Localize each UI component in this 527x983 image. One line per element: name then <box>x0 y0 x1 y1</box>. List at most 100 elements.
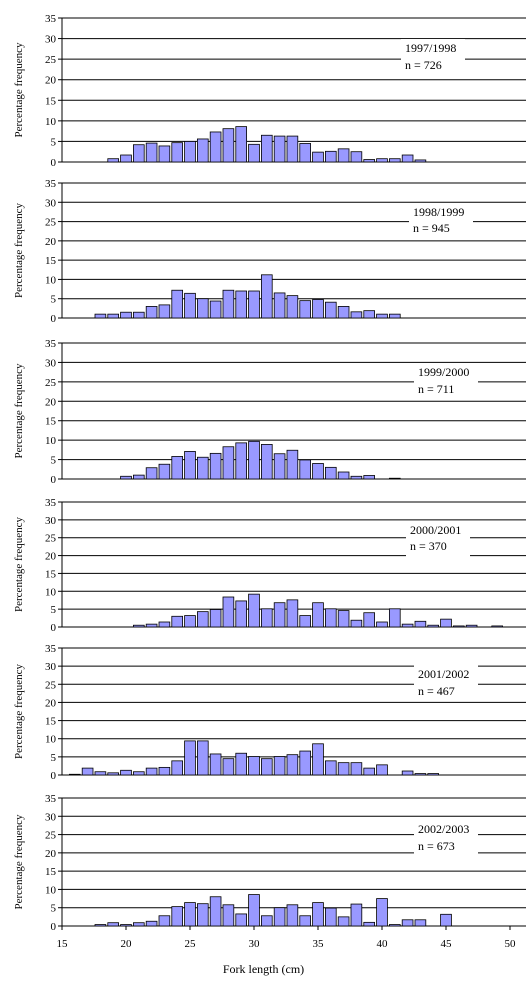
sample-size-label: n = 673 <box>418 839 455 853</box>
x-tick-label: 35 <box>313 938 325 950</box>
legend-background <box>401 39 465 75</box>
sample-size-label: n = 726 <box>405 58 442 72</box>
y-tick-label: 35 <box>45 338 57 350</box>
histogram-bar <box>248 290 260 319</box>
histogram-bar <box>248 593 260 628</box>
histogram-bar <box>388 477 401 480</box>
histogram-bar <box>440 618 452 628</box>
histogram-bar <box>260 758 273 776</box>
y-tick-label: 20 <box>45 75 57 87</box>
histogram-bar <box>196 456 209 480</box>
histogram-bar <box>107 313 120 319</box>
histogram-bar <box>286 135 299 163</box>
histogram-bar <box>222 758 235 776</box>
histogram-bar <box>235 290 248 319</box>
histogram-bar <box>196 138 209 163</box>
histogram-bar <box>235 752 248 776</box>
histogram-bar <box>337 471 350 480</box>
y-axis-title: Percentage frequency <box>13 517 25 612</box>
histogram-bar <box>145 467 158 480</box>
histogram-bar <box>376 158 388 163</box>
histogram-bar <box>107 772 120 776</box>
histogram-bar <box>337 306 350 319</box>
y-tick-label: 10 <box>45 586 57 598</box>
histogram-bar <box>427 773 439 776</box>
x-tick-label: 30 <box>249 938 261 950</box>
y-tick-label: 15 <box>45 255 57 267</box>
histogram-bar <box>222 596 235 628</box>
histogram-bar <box>273 453 286 480</box>
histogram-bar <box>376 898 388 927</box>
histogram-bar <box>158 915 171 927</box>
histogram-bar <box>158 621 171 628</box>
y-tick-label: 25 <box>45 54 57 66</box>
histogram-bar <box>171 456 184 480</box>
y-tick-label: 0 <box>51 313 57 325</box>
histogram-bar <box>107 922 120 927</box>
histogram-bar <box>350 311 363 319</box>
y-axis-title: Percentage frequency <box>13 814 25 909</box>
y-tick-label: 25 <box>45 533 57 545</box>
histogram-bar <box>312 299 324 319</box>
histogram-bar <box>196 298 209 319</box>
histogram-bar <box>132 771 145 776</box>
histogram-bar <box>222 128 235 163</box>
y-axis-title: Percentage frequency <box>13 664 25 759</box>
y-tick-label: 15 <box>45 416 57 428</box>
y-axis-title: Percentage frequency <box>13 42 25 137</box>
histogram-bar <box>350 475 363 480</box>
histogram-bar <box>184 451 196 480</box>
season-label: 1999/2000 <box>418 365 469 379</box>
histogram-bar <box>376 764 388 776</box>
histogram-bar <box>260 134 273 163</box>
histogram-bar <box>350 762 363 776</box>
chart-panel-1999-2000: 0 5 10 15 20 25 30 35 1999/2000 n = 711 Percentage… <box>13 338 526 486</box>
histogram-bar <box>120 769 132 776</box>
y-tick-label: 35 <box>45 178 57 190</box>
histogram-bar <box>388 313 401 319</box>
histogram-bar <box>248 894 260 927</box>
legend-background <box>414 665 478 701</box>
chart-panel-2002-2003: 0 5 10 15 20 25 30 35 15 20 25 30 35 40 45 50 2002/2003 n… <box>13 793 526 950</box>
histogram-bar <box>260 915 273 927</box>
y-axis-title: Percentage frequency <box>13 363 25 458</box>
histogram-bar <box>120 311 132 319</box>
histogram-bar <box>363 921 375 927</box>
histogram-bar <box>286 295 299 319</box>
sample-size-label: n = 945 <box>413 221 450 235</box>
y-tick-label: 15 <box>45 866 57 878</box>
chart-panel-1997-1998: 0 5 10 15 20 25 30 35 1997/1998 n = 726 Percentage… <box>13 13 526 169</box>
y-tick-label: 25 <box>45 217 57 229</box>
histogram-bar <box>120 924 132 927</box>
histogram-bar <box>465 624 478 628</box>
y-tick-label: 10 <box>45 116 57 128</box>
histogram-bar <box>401 154 414 163</box>
histogram-bar <box>120 154 132 163</box>
histogram-bar <box>337 762 350 776</box>
histogram-bar <box>81 767 94 776</box>
histogram-bar <box>184 292 196 319</box>
y-tick-label: 30 <box>45 357 57 369</box>
sample-size-label: n = 370 <box>410 539 447 553</box>
histogram-bar <box>184 740 196 776</box>
histogram-bar <box>158 145 171 163</box>
histogram-bar <box>171 142 184 163</box>
histogram-bar <box>324 150 337 163</box>
y-tick-label: 5 <box>51 455 57 467</box>
histogram-bar <box>209 753 222 776</box>
histogram-bar <box>235 442 248 480</box>
histogram-bar <box>260 608 273 628</box>
histogram-bar <box>158 766 171 776</box>
histogram-bar <box>209 452 222 480</box>
histogram-bar <box>299 750 311 776</box>
histogram-bar <box>312 902 324 927</box>
histogram-bar <box>452 625 465 628</box>
y-tick-label: 10 <box>45 435 57 447</box>
x-tick-label: 40 <box>377 938 389 950</box>
y-tick-label: 0 <box>51 770 57 782</box>
histogram-bar <box>401 770 414 776</box>
histogram-bar <box>171 760 184 776</box>
histogram-bar <box>248 440 260 480</box>
histogram-bar <box>337 916 350 927</box>
